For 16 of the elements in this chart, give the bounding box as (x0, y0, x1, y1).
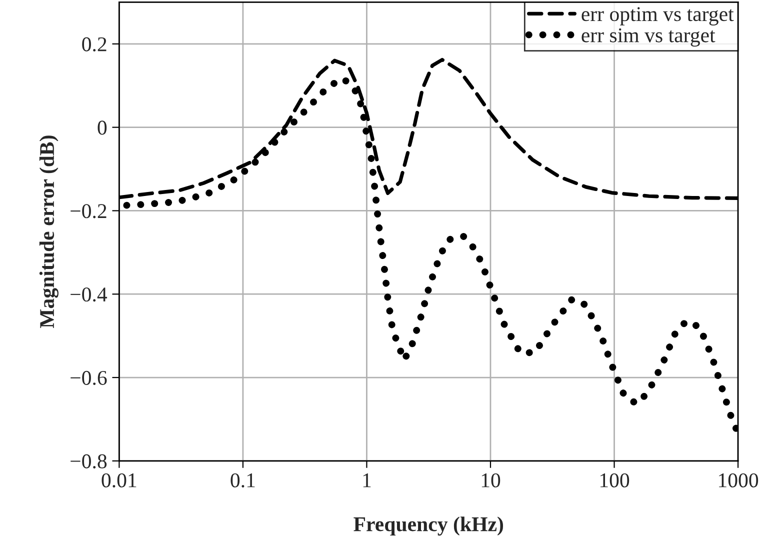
y-tick-label: −0.2 (70, 204, 106, 218)
legend-label: err sim vs target (582, 28, 716, 47)
x-tick-label: 0.01 (102, 473, 136, 488)
x-tick-label: 1000 (719, 473, 758, 488)
x-tick-label: 1 (363, 473, 371, 488)
x-axis-title: Frequency (kHz) (354, 516, 504, 536)
y-tick-label: −0.6 (70, 370, 107, 386)
x-tick-label: 100 (600, 473, 630, 488)
legend-label: err optim vs target (582, 7, 734, 26)
x-tick-label: 10 (482, 473, 500, 488)
y-axis-title: Magnitude error (dB) (39, 136, 58, 328)
y-tick-label: 0.2 (82, 37, 106, 52)
y-tick-label: −0.4 (70, 287, 108, 302)
y-tick-label: 0 (98, 120, 107, 135)
y-tick-label: −0.8 (70, 454, 107, 468)
x-tick-label: 0.1 (230, 473, 255, 488)
